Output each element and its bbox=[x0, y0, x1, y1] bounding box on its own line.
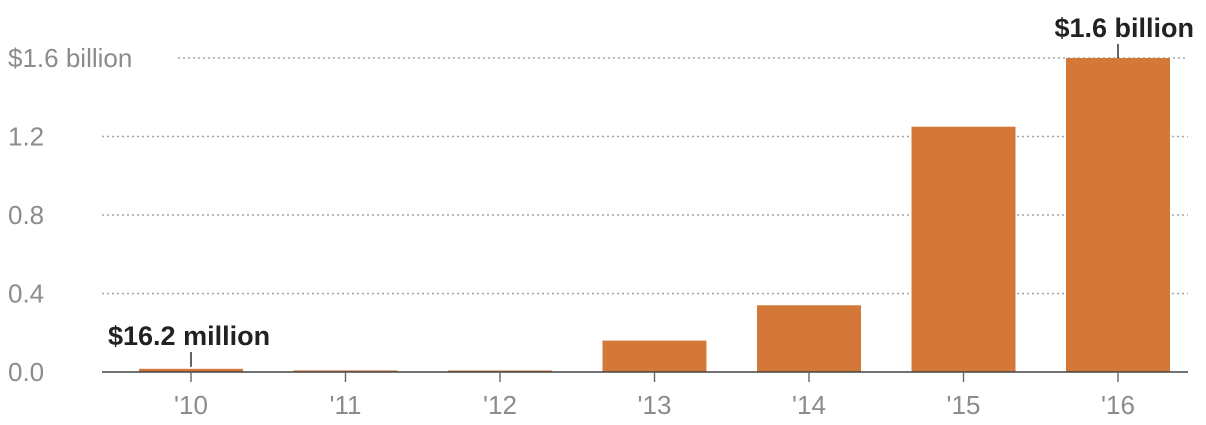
bar bbox=[293, 370, 398, 372]
grid-layer bbox=[102, 57, 1188, 295]
y-tick-label: $1.6 billion bbox=[8, 43, 132, 73]
y-tick-label: 0.8 bbox=[8, 200, 44, 230]
x-tick-label: '14 bbox=[792, 390, 826, 420]
annotation-layer: $16.2 million $1.6 billion bbox=[108, 13, 1194, 367]
x-tick-label: '10 bbox=[174, 390, 208, 420]
annotation-label: $16.2 million bbox=[108, 321, 270, 351]
annotation-label: $1.6 billion bbox=[1054, 13, 1194, 43]
y-axis-tick-labels: 0.0 0.4 0.8 1.2 $1.6 billion bbox=[8, 43, 132, 387]
x-tick-label: '12 bbox=[483, 390, 517, 420]
bar bbox=[139, 368, 243, 372]
x-axis-tick-labels: '10 '11 '12 '13 '14 '15 '16 bbox=[174, 372, 1135, 420]
bar bbox=[911, 126, 1016, 372]
x-tick-label: '15 bbox=[947, 390, 981, 420]
x-tick-label: '11 bbox=[330, 390, 362, 420]
y-tick-label: 0.0 bbox=[8, 357, 44, 387]
bar bbox=[1066, 58, 1170, 372]
x-tick-label: '16 bbox=[1101, 390, 1135, 420]
bar-layer bbox=[139, 58, 1170, 372]
y-tick-label: 1.2 bbox=[8, 122, 44, 152]
bar bbox=[602, 340, 707, 372]
x-tick-label: '13 bbox=[638, 390, 672, 420]
bar bbox=[757, 305, 861, 372]
y-tick-label: 0.4 bbox=[8, 279, 44, 309]
